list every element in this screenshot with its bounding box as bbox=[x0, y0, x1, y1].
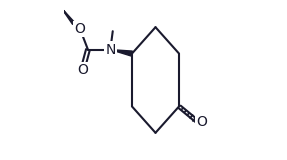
Text: N: N bbox=[105, 43, 116, 57]
Text: O: O bbox=[75, 22, 85, 36]
Polygon shape bbox=[110, 50, 132, 56]
Text: O: O bbox=[196, 115, 207, 129]
Text: O: O bbox=[77, 63, 88, 77]
